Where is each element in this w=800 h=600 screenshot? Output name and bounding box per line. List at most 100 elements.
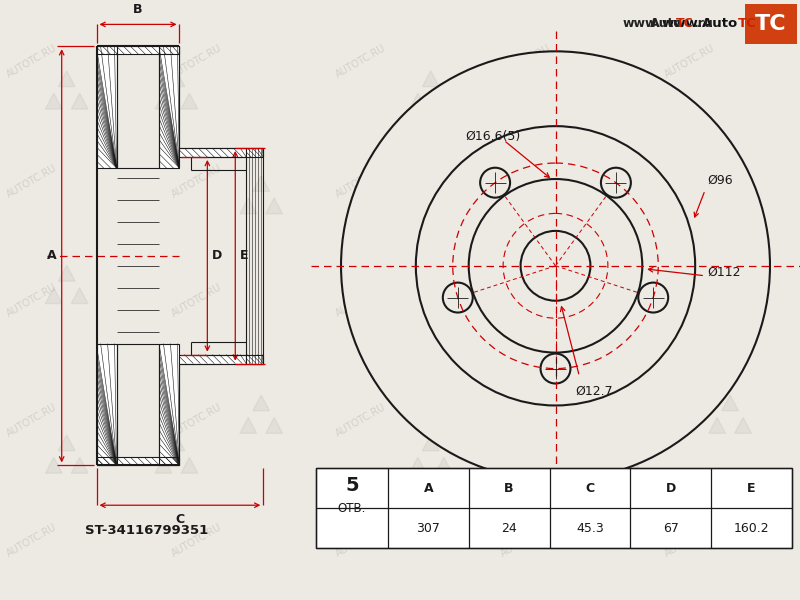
Text: AUTOTC.RU: AUTOTC.RU	[663, 43, 717, 80]
Text: Auto: Auto	[650, 17, 683, 30]
Text: AUTOTC.RU: AUTOTC.RU	[334, 283, 388, 319]
Text: E: E	[747, 482, 756, 495]
Polygon shape	[155, 93, 172, 109]
Polygon shape	[612, 315, 629, 331]
Text: 67: 67	[662, 521, 678, 535]
Text: Ø12.7: Ø12.7	[575, 385, 613, 398]
Circle shape	[601, 168, 631, 197]
Text: AUTOTC.RU: AUTOTC.RU	[663, 163, 717, 199]
Text: 5: 5	[345, 476, 359, 494]
Text: Ø112: Ø112	[707, 265, 741, 278]
Polygon shape	[58, 435, 75, 451]
Text: AUTOTC.RU: AUTOTC.RU	[498, 283, 553, 319]
Circle shape	[416, 126, 695, 406]
Text: AUTOTC.RU: AUTOTC.RU	[170, 43, 223, 80]
Polygon shape	[168, 71, 185, 86]
Text: D: D	[212, 250, 222, 262]
Text: AUTOTC.RU: AUTOTC.RU	[5, 283, 58, 319]
Text: AUTOTC.RU: AUTOTC.RU	[498, 43, 553, 80]
Polygon shape	[722, 395, 738, 411]
Polygon shape	[422, 71, 439, 86]
Polygon shape	[422, 435, 439, 451]
Text: www.Auto: www.Auto	[662, 17, 738, 30]
Circle shape	[480, 168, 510, 197]
Text: AUTOTC.RU: AUTOTC.RU	[498, 163, 553, 199]
Text: B: B	[504, 482, 514, 495]
Text: 307: 307	[416, 521, 440, 535]
Polygon shape	[435, 377, 452, 394]
Polygon shape	[46, 457, 62, 473]
Polygon shape	[266, 418, 282, 433]
Text: A: A	[47, 250, 57, 262]
Polygon shape	[253, 395, 270, 411]
Text: AUTOTC.RU: AUTOTC.RU	[5, 402, 58, 439]
Circle shape	[469, 179, 642, 353]
Polygon shape	[734, 198, 751, 214]
Polygon shape	[599, 93, 616, 109]
Polygon shape	[181, 457, 198, 473]
Text: AUTOTC.RU: AUTOTC.RU	[334, 522, 388, 559]
Polygon shape	[58, 71, 75, 86]
Circle shape	[341, 52, 770, 480]
Circle shape	[521, 231, 590, 301]
Text: AUTOTC.RU: AUTOTC.RU	[498, 522, 553, 559]
Text: TC: TC	[738, 17, 757, 30]
Text: AUTOTC.RU: AUTOTC.RU	[170, 402, 223, 439]
Text: TC: TC	[755, 14, 786, 34]
Polygon shape	[709, 418, 726, 433]
Text: AUTOTC.RU: AUTOTC.RU	[663, 522, 717, 559]
Polygon shape	[625, 338, 642, 353]
Text: D: D	[666, 482, 676, 495]
Polygon shape	[422, 355, 439, 371]
Text: 24: 24	[502, 521, 517, 535]
Text: A: A	[423, 482, 433, 495]
Text: AUTOTC.RU: AUTOTC.RU	[170, 522, 223, 559]
Text: E: E	[240, 250, 249, 262]
Text: 160.2: 160.2	[734, 521, 770, 535]
Text: AUTOTC.RU: AUTOTC.RU	[334, 43, 388, 80]
Text: C: C	[586, 482, 594, 495]
Polygon shape	[181, 93, 198, 109]
Polygon shape	[97, 46, 179, 55]
Polygon shape	[709, 198, 726, 214]
Text: .ru: .ru	[694, 17, 714, 30]
Text: AUTOTC.RU: AUTOTC.RU	[334, 163, 388, 199]
Text: B: B	[134, 4, 142, 16]
Circle shape	[443, 283, 473, 313]
Polygon shape	[97, 46, 117, 168]
Polygon shape	[410, 93, 426, 109]
Text: AUTOTC.RU: AUTOTC.RU	[170, 163, 223, 199]
Polygon shape	[71, 93, 88, 109]
Polygon shape	[71, 288, 88, 304]
Polygon shape	[240, 198, 257, 214]
Polygon shape	[599, 338, 616, 353]
Text: AUTOTC.RU: AUTOTC.RU	[5, 163, 58, 199]
Circle shape	[638, 283, 668, 313]
Circle shape	[541, 353, 570, 383]
Text: AUTOTC.RU: AUTOTC.RU	[498, 402, 553, 439]
Polygon shape	[410, 457, 426, 473]
Polygon shape	[599, 457, 616, 473]
Polygon shape	[410, 377, 426, 394]
Polygon shape	[159, 46, 179, 168]
Polygon shape	[246, 355, 263, 364]
Polygon shape	[435, 457, 452, 473]
Polygon shape	[168, 435, 185, 451]
Polygon shape	[58, 265, 75, 281]
Polygon shape	[316, 469, 792, 548]
Polygon shape	[625, 93, 642, 109]
Text: TC: TC	[676, 17, 694, 30]
Polygon shape	[253, 176, 270, 191]
Text: Ø16.6(5): Ø16.6(5)	[466, 130, 521, 143]
Text: AUTOTC.RU: AUTOTC.RU	[170, 283, 223, 319]
Text: AUTOTC.RU: AUTOTC.RU	[5, 43, 58, 80]
Polygon shape	[612, 71, 629, 86]
FancyBboxPatch shape	[745, 4, 797, 44]
Polygon shape	[734, 418, 751, 433]
Polygon shape	[266, 198, 282, 214]
Text: www.: www.	[622, 17, 661, 30]
Text: Ø96: Ø96	[707, 173, 733, 187]
Polygon shape	[71, 457, 88, 473]
Polygon shape	[625, 457, 642, 473]
Polygon shape	[612, 435, 629, 451]
